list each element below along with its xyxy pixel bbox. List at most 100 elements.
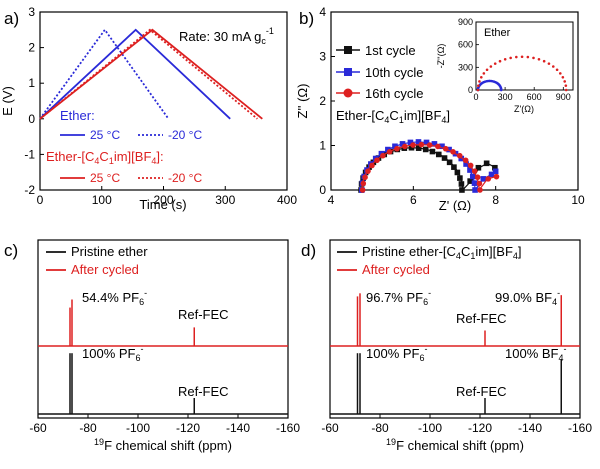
c-red-ref-label: Ref-FEC: [178, 307, 229, 322]
inset-point: [509, 56, 512, 60]
b-xtick-label: 10: [571, 193, 585, 207]
d-black-pf6-label: 100% PF6-: [366, 344, 428, 363]
b-point: [423, 139, 430, 146]
b-point: [485, 176, 492, 182]
inset-point: [478, 80, 481, 83]
inset-point: [482, 72, 486, 75]
inset-point: [564, 88, 568, 92]
inset-xtick-label: 0: [473, 92, 478, 102]
b-point: [418, 141, 425, 148]
b-point: [459, 187, 465, 193]
b-point: [435, 151, 442, 158]
b-point: [474, 174, 481, 181]
b-point: [385, 146, 391, 153]
a-series-line-2: [39, 28, 263, 120]
d-red-bf4-label: 99.0% BF4-: [495, 288, 560, 307]
panel-a-series: [39, 28, 263, 120]
b-point: [462, 157, 469, 164]
inset-point: [485, 68, 489, 72]
b-point: [422, 146, 429, 153]
legend-1st-marker: [344, 46, 352, 54]
legend-ionic-m20-label: -20 °C: [168, 171, 202, 185]
b-xtick-label: 6: [410, 193, 417, 207]
c-black-pf6-label: 100% PF6-: [82, 344, 144, 363]
a-ytick-label: 2: [28, 41, 35, 55]
b-point: [441, 155, 448, 161]
inset-point: [542, 59, 546, 63]
panel-a-xlabel: Time (s): [139, 197, 186, 212]
inset-ytick-label: 600: [458, 40, 473, 50]
legend-pristine-ionic-label: Pristine ether-[C4C1im][BF4]: [362, 244, 522, 261]
legend-16th-marker: [343, 88, 353, 98]
inset-xtick-label: 300: [498, 92, 513, 102]
inset-ytick-label: 0: [468, 85, 473, 95]
inset-xlabel: Z'(Ω): [514, 104, 534, 114]
panel-b: b) 4 6 8 10 0 1 2 3 4 Z' (Ω) Z'' (Ω) 1st cycle 1…: [295, 5, 585, 213]
b-point: [458, 181, 465, 187]
panel-c-xlabel: 19F chemical shift (ppm): [94, 437, 232, 453]
d-xtick-label: -100: [418, 421, 442, 435]
b-ytick-label: 4: [319, 5, 326, 19]
legend-cycled-label: After cycled: [71, 262, 139, 277]
b-ytick-label: 1: [319, 139, 326, 153]
d-red-ref-label: Ref-FEC: [456, 311, 507, 326]
inset-title: Ether: [484, 27, 511, 39]
b-point: [369, 162, 375, 169]
a-ytick-label: 3: [28, 5, 35, 19]
panel-d-xlabel: 19F chemical shift (ppm): [386, 437, 524, 453]
inset-point: [532, 56, 535, 60]
b-point: [408, 144, 415, 151]
panel-b-series: [358, 139, 500, 193]
d-black-ref-label: Ref-FEC: [456, 384, 507, 399]
panel-b-legend: 1st cycle 10th cycle 16th cycle Ether-[C…: [336, 43, 450, 125]
inset-axes: 0 300 600 900 0 300 600 900: [458, 17, 571, 102]
inset-point: [547, 62, 551, 65]
panel-d: d) -60 -80 -100 -120 -140 -160 19F chemical s…: [301, 239, 592, 453]
panel-b-xlabel: Z' (Ω): [439, 198, 471, 213]
b-point: [492, 164, 498, 171]
panel-c-series: [38, 299, 288, 415]
inset-point: [489, 65, 493, 68]
legend-10th-marker: [344, 68, 352, 76]
a-xtick-label: 200: [153, 193, 173, 207]
legend-pristine-label: Pristine ether: [71, 244, 148, 259]
panel-a-rate-annotation: Rate: 30 mA gc-1: [179, 26, 274, 46]
b-point: [415, 145, 422, 151]
b-point: [477, 187, 483, 193]
a-xtick-label: 400: [277, 193, 297, 207]
b-point: [451, 164, 457, 170]
c-xtick-label: -160: [276, 421, 300, 435]
inset-series: [476, 55, 568, 92]
d-xtick-label: -80: [371, 421, 389, 435]
b-point: [467, 167, 473, 173]
b-point: [471, 168, 478, 174]
b-point: [374, 157, 380, 164]
a-series-line-0: [39, 28, 231, 120]
legend-ether-title: Ether:: [60, 108, 95, 123]
d-red-pf6-label: 96.7% PF6-: [366, 288, 431, 307]
inset-point: [499, 88, 503, 92]
b-point: [483, 160, 490, 167]
b-point: [394, 145, 400, 152]
inset-xtick-label: 600: [527, 92, 542, 102]
legend-ether-25-label: 25 °C: [90, 128, 120, 142]
inset-point: [476, 88, 480, 92]
inset-ytick-label: 300: [458, 62, 473, 72]
a-series-line-1: [39, 28, 170, 120]
a-ytick-label: 1: [28, 76, 35, 90]
panel-d-frame: [329, 239, 581, 419]
inset-xtick-label: 900: [556, 92, 571, 102]
legend-ionic-title: Ether-[C4C1im][BF4]:: [46, 149, 164, 166]
b-point: [360, 180, 367, 187]
b-point: [492, 168, 499, 175]
c-xtick-label: -60: [29, 421, 47, 435]
b-point: [456, 152, 463, 159]
c-black-ref-label: Ref-FEC: [178, 384, 229, 399]
b-point: [475, 164, 482, 171]
c-xtick-label: -140: [226, 421, 250, 435]
inset-point: [477, 84, 480, 87]
b-point: [392, 143, 398, 150]
b-point: [399, 141, 406, 147]
b-point: [458, 155, 465, 162]
b-ytick-label: 2: [319, 94, 326, 108]
